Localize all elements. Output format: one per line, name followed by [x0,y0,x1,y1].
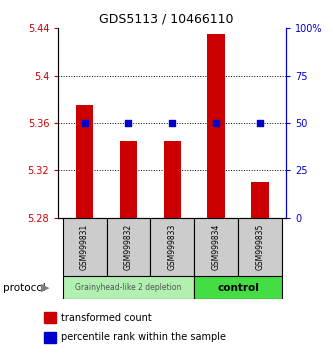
Bar [44,312,56,323]
Text: ▶: ▶ [41,282,49,293]
Point [213,120,219,126]
Text: protocol: protocol [3,282,46,293]
Bar [207,34,225,218]
Bar [164,141,181,218]
Point [257,120,263,126]
Bar [120,141,137,218]
Text: GSM999832: GSM999832 [124,224,133,270]
Bar [151,218,194,276]
Bar [63,276,194,299]
Bar [238,218,282,276]
Bar [76,105,93,218]
Bar [194,276,282,299]
Bar [251,182,269,218]
Text: Grainyhead-like 2 depletion: Grainyhead-like 2 depletion [75,283,181,292]
Text: control: control [217,282,259,293]
Bar [44,332,56,343]
Text: GDS5113 / 10466110: GDS5113 / 10466110 [99,12,234,25]
Point [82,120,87,126]
Text: GSM999834: GSM999834 [212,224,221,270]
Bar [63,218,107,276]
Text: GSM999831: GSM999831 [80,224,89,270]
Bar [107,218,151,276]
Point [126,120,131,126]
Text: percentile rank within the sample: percentile rank within the sample [61,332,226,342]
Text: transformed count: transformed count [61,313,152,322]
Point [169,120,175,126]
Text: GSM999835: GSM999835 [255,224,264,270]
Bar [194,218,238,276]
Text: GSM999833: GSM999833 [168,224,177,270]
